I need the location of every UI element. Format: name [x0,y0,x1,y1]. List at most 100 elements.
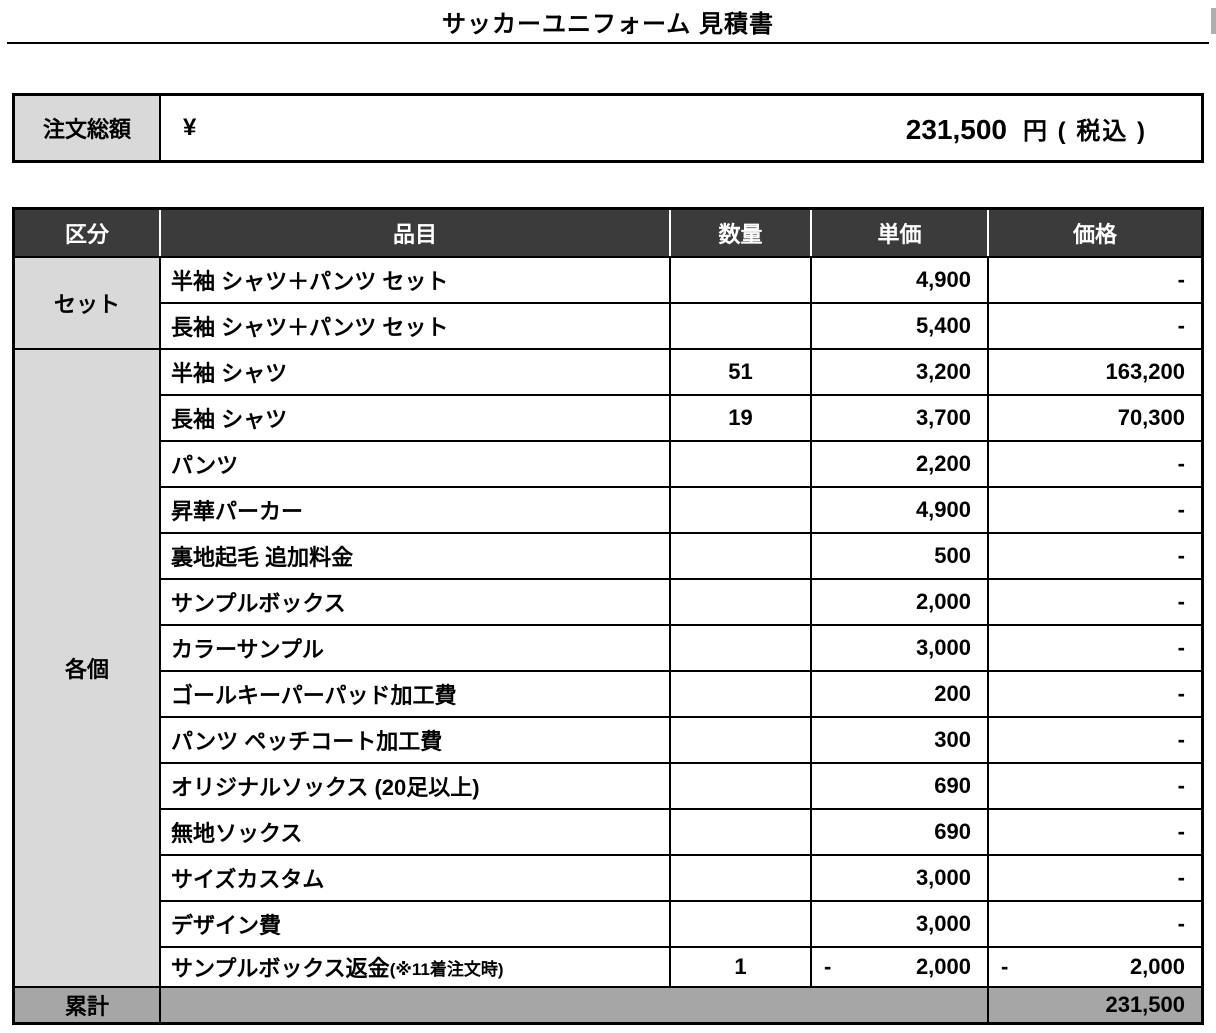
unit-price-cell: 2,200 [812,442,987,486]
quantity-cell [671,304,810,348]
currency-symbol: ¥ [183,114,197,141]
item-label: デザイン費 [171,913,282,938]
unit-price-cell: 3,000 [812,626,987,670]
unit-price-cell: 3,200 [812,350,987,394]
unit-price-cell: 200 [812,672,987,716]
price-cell: - 2,000 [989,948,1201,986]
item-label: サイズカスタム [171,867,325,892]
price-cell: - [989,902,1201,946]
quantity-cell [671,488,810,532]
price-cell: - [989,764,1201,808]
item-label: 半袖 シャツ [171,361,288,386]
minus-sign: - [1001,954,1009,979]
item-label: 裏地起毛 追加料金 [171,545,354,570]
item-cell: サンプルボックス返金 (※11着注文時) [161,948,669,986]
item-cell: サイズカスタム [161,856,669,900]
item-cell: 裏地起毛 追加料金 [161,534,669,578]
quantity-cell [671,580,810,624]
item-cell: 昇華パーカー [161,488,669,532]
scrollbar-thumb[interactable] [1211,8,1216,34]
item-label: オリジナルソックス (20足以上) [171,775,480,800]
order-total-amount: 231,500 [905,113,1007,145]
price-cell: 70,300 [989,396,1201,440]
quantity-cell: 51 [671,350,810,394]
quantity-cell [671,626,810,670]
price-cell: - [989,488,1201,532]
quantity-cell [671,258,810,302]
minus-sign: - [824,954,832,979]
price-cell: - [989,580,1201,624]
item-note: (※11着注文時) [389,959,504,979]
item-cell: 長袖 シャツ [161,396,669,440]
total-row-label: 累計 [15,988,159,1022]
unit-price-cell: 3,000 [812,902,987,946]
item-cell: サンプルボックス [161,580,669,624]
header-cell-item: 品目 [161,210,669,256]
order-total-box: 注文総額 ¥ 231,500 円 ( 税込 ) [12,93,1204,163]
item-cell: 半袖 シャツ [161,350,669,394]
price-cell: - [989,810,1201,854]
unit-price-cell: 500 [812,534,987,578]
quantity-cell [671,718,810,762]
total-row-price: 231,500 [989,988,1201,1022]
item-label: カラーサンプル [171,637,324,662]
price-cell: - [989,304,1201,348]
item-label: パンツ ペッチコート加工費 [171,729,443,754]
order-total-tax-note: 円 ( 税込 ) [1023,117,1147,145]
item-cell: オリジナルソックス (20足以上) [161,764,669,808]
unit-price-cell: 2,000 [812,580,987,624]
unit-price-cell: 690 [812,764,987,808]
unit-price-cell: 4,900 [812,488,987,532]
header-cell-category: 区分 [15,210,159,256]
quantity-cell [671,672,810,716]
order-total-label: 注文総額 [15,96,161,160]
price-cell: - [989,856,1201,900]
item-label: サンプルボックス返金 [171,956,390,981]
unit-price-cell: 5,400 [812,304,987,348]
header-cell-quantity: 数量 [671,210,810,256]
item-cell: デザイン費 [161,902,669,946]
page-title: サッカーユニフォーム 見積書 [442,11,774,38]
price-cell: - [989,534,1201,578]
price-value: 2,000 [1129,954,1185,979]
item-cell: カラーサンプル [161,626,669,670]
unit-price-cell: 3,700 [812,396,987,440]
quote-table: 区分 品目 数量 単価 価格 セット 半袖 シャツ＋パンツ セット 4,900- 長袖… [12,207,1204,1025]
quantity-cell [671,810,810,854]
item-label: サンプルボックス [171,591,346,616]
quantity-cell: 19 [671,396,810,440]
item-cell: ゴールキーパーパッド加工費 [161,672,669,716]
order-total-amount-group: 231,500 円 ( 税込 ) [906,111,1201,146]
price-cell: - [989,258,1201,302]
unit-price-cell: - 2,000 [812,948,987,986]
header-cell-unit-price: 単価 [812,210,987,256]
item-label: 無地ソックス [171,821,303,846]
item-cell: 半袖 シャツ＋パンツ セット [161,258,669,302]
total-row-spacer [161,988,987,1022]
price-cell: - [989,672,1201,716]
quantity-cell [671,902,810,946]
item-cell: 長袖 シャツ＋パンツ セット [161,304,669,348]
item-label: 半袖 シャツ＋パンツ セット [171,269,449,294]
unit-price-cell: 4,900 [812,258,987,302]
item-cell: パンツ ペッチコート加工費 [161,718,669,762]
item-label: 昇華パーカー [171,499,304,524]
category-cell: セット [15,258,159,348]
unit-price-value: 2,000 [915,954,971,979]
price-cell: - [989,626,1201,670]
item-cell: 無地ソックス [161,810,669,854]
header-cell-price: 価格 [989,210,1201,256]
item-label: ゴールキーパーパッド加工費 [171,683,457,708]
quantity-cell [671,442,810,486]
quantity-cell [671,764,810,808]
item-label: パンツ [171,453,239,478]
unit-price-cell: 300 [812,718,987,762]
price-cell: - [989,442,1201,486]
price-cell: - [989,718,1201,762]
item-cell: パンツ [161,442,669,486]
quantity-cell [671,856,810,900]
price-cell: 163,200 [989,350,1201,394]
unit-price-cell: 3,000 [812,856,987,900]
quantity-cell: 1 [671,948,810,986]
